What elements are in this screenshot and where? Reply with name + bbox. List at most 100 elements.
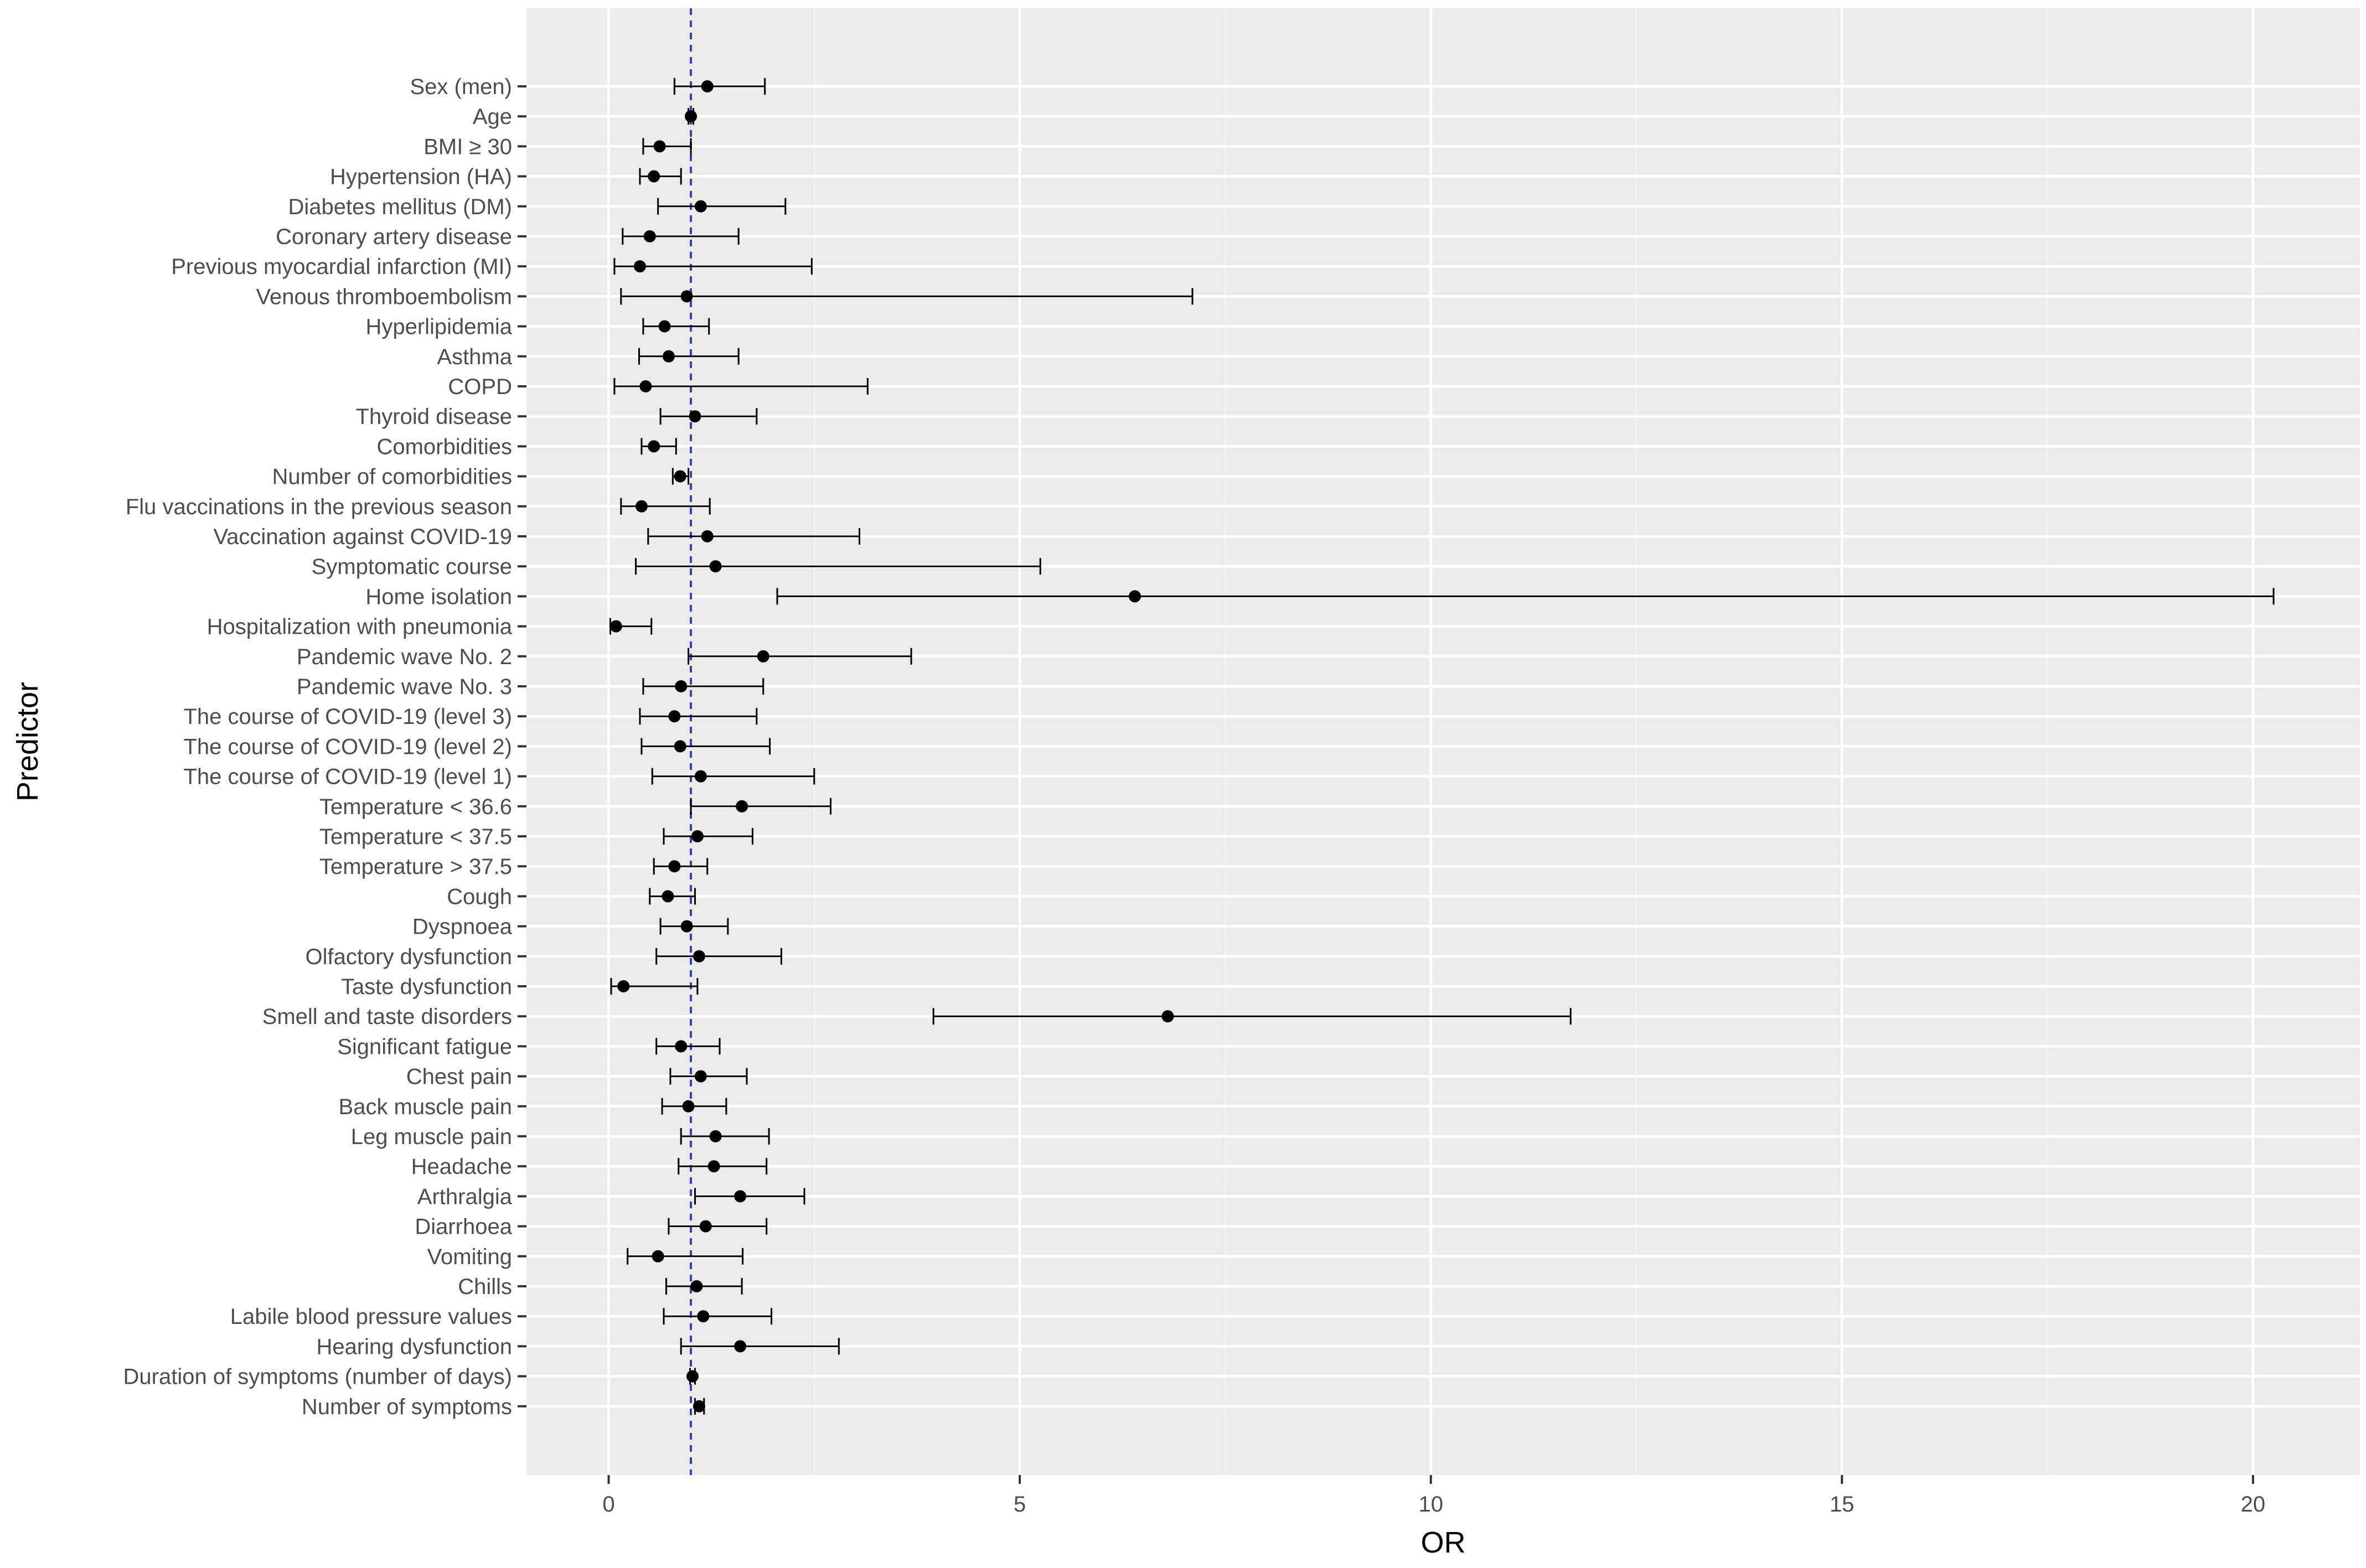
y-tick-label: The course of COVID-19 (level 1) — [183, 765, 512, 789]
y-tick-label: Temperature < 36.6 — [319, 795, 512, 819]
or-point — [686, 1370, 699, 1383]
x-tick-label: 10 — [1418, 1492, 1443, 1517]
or-point — [1129, 590, 1141, 603]
or-point — [680, 290, 693, 303]
y-tick-label: Vomiting — [427, 1245, 512, 1269]
or-point — [690, 1280, 703, 1292]
y-tick-label: Chills — [458, 1275, 512, 1299]
forest-row — [609, 618, 653, 635]
or-point — [675, 1040, 688, 1053]
y-tick-label: Labile blood pressure values — [230, 1305, 512, 1329]
or-point — [653, 140, 666, 153]
or-point — [617, 980, 630, 992]
y-tick-label: Comorbidities — [376, 434, 512, 459]
forest-row — [622, 228, 740, 245]
forest-row — [613, 378, 869, 395]
or-point — [668, 860, 681, 873]
y-tick-label: Asthma — [437, 345, 512, 369]
or-point — [699, 1220, 712, 1233]
y-tick-label: COPD — [448, 375, 512, 399]
or-point — [693, 950, 705, 962]
y-tick-label: Home isolation — [365, 584, 512, 609]
forest-row — [655, 948, 782, 965]
y-tick-label: Duration of symptoms (number of days) — [123, 1365, 512, 1389]
or-point — [709, 1130, 722, 1142]
forest-row — [688, 648, 912, 665]
or-point — [674, 470, 686, 483]
or-point — [694, 770, 707, 783]
or-point — [639, 380, 652, 392]
or-point — [648, 440, 660, 453]
forest-row — [642, 318, 710, 335]
y-tick-label: Olfactory dysfunction — [306, 945, 513, 969]
forest-row — [642, 138, 692, 155]
plot-panel — [526, 8, 2360, 1475]
x-tick-label: 5 — [1014, 1492, 1026, 1517]
or-point — [697, 1310, 710, 1323]
forest-row — [671, 468, 690, 485]
or-point — [680, 920, 693, 933]
or-point — [734, 1190, 747, 1203]
y-tick-label: Headache — [411, 1155, 512, 1179]
forest-row — [669, 1068, 748, 1085]
y-tick-label: Venous thromboembolism — [256, 284, 512, 309]
or-point — [662, 350, 675, 363]
forest-row — [639, 708, 758, 725]
or-point — [674, 740, 686, 753]
forest-row — [640, 738, 771, 755]
y-tick-label: The course of COVID-19 (level 2) — [183, 734, 512, 759]
forest-row — [642, 678, 764, 695]
or-point — [1161, 1010, 1174, 1023]
y-tick-label: Hearing dysfunction — [316, 1334, 512, 1359]
y-tick-label: BMI ≥ 30 — [423, 134, 512, 159]
forest-row — [649, 888, 696, 905]
forest-row — [686, 1368, 699, 1385]
y-tick-label: Dyspnoea — [412, 915, 513, 939]
y-axis-title: Predictor — [11, 682, 44, 801]
y-tick-label: Number of comorbidities — [272, 465, 513, 489]
or-point — [609, 620, 622, 633]
forest-row — [647, 528, 861, 545]
y-tick-label: Thyroid disease — [356, 405, 512, 429]
or-point — [707, 1160, 720, 1173]
y-tick-label: Temperature < 37.5 — [319, 825, 512, 849]
y-tick-label: The course of COVID-19 (level 3) — [183, 705, 512, 729]
minor-gridlines — [813, 8, 2048, 1475]
forest-row — [635, 558, 1041, 575]
y-tick-label: Diarrhoea — [415, 1215, 512, 1239]
forest-row — [694, 1188, 805, 1205]
y-tick-label: Leg muscle pain — [351, 1125, 512, 1149]
y-tick-label: Coronary artery disease — [276, 225, 512, 249]
y-tick-label: Hyperlipidemia — [365, 315, 512, 339]
y-tick-label: Previous myocardial infarction (MI) — [171, 255, 512, 279]
forest-row — [685, 108, 698, 125]
y-tick-labels: Sex (men) Age BMI ≥ 30 Hypertension (HA) Dia… — [123, 75, 526, 1419]
forest-row — [693, 1398, 705, 1415]
y-tick-label: Smell and taste disorders — [262, 1005, 512, 1029]
y-tick-label: Symptomatic course — [312, 555, 512, 579]
or-point — [736, 800, 748, 813]
forest-row — [657, 198, 787, 215]
y-tick-label: Sex (men) — [410, 75, 513, 99]
or-point — [734, 1340, 747, 1353]
forest-rows — [609, 78, 2275, 1415]
forest-row — [661, 1098, 727, 1115]
y-tick-label: Back muscle pain — [339, 1095, 512, 1119]
forest-row — [639, 168, 682, 185]
y-tick-label: Age — [473, 105, 512, 129]
or-point — [757, 650, 769, 663]
forest-row — [680, 1128, 770, 1145]
x-tick-label: 20 — [2241, 1492, 2266, 1517]
y-tick-label: Vaccination against COVID-19 — [213, 525, 512, 549]
forest-row — [668, 1218, 768, 1235]
y-tick-label: Hypertension (HA) — [330, 165, 512, 189]
y-tick-label: Diabetes mellitus (DM) — [288, 195, 512, 219]
or-point — [682, 1100, 695, 1112]
x-tick-label: 15 — [1830, 1492, 1854, 1517]
y-tick-label: Taste dysfunction — [341, 975, 512, 999]
forest-row — [613, 258, 813, 275]
forest-row — [665, 1278, 743, 1295]
forest-row — [659, 918, 729, 935]
y-tick-label: Chest pain — [406, 1065, 512, 1089]
forest-row — [776, 588, 2275, 605]
